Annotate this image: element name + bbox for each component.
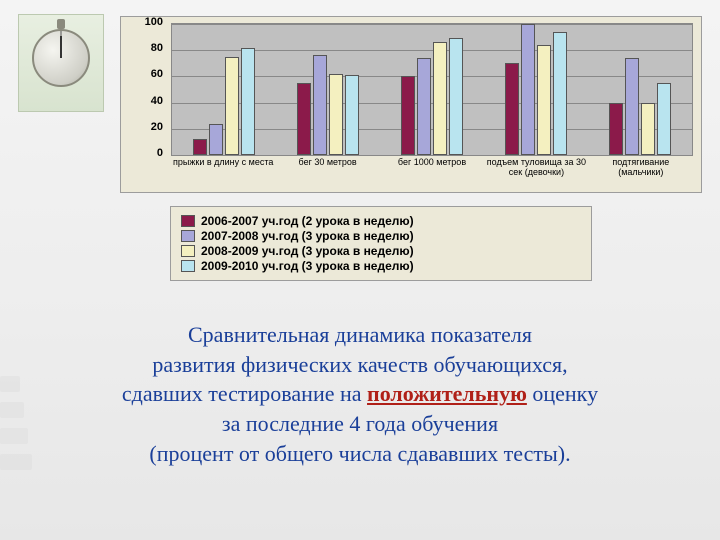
bar-chart: 0 20 40 60 80 100 прыжки в длину с местабег 3… [120,16,702,193]
caption-line: за последние 4 года обучения [0,409,720,439]
y-tick-label: 0 [127,147,163,159]
bar [345,75,359,155]
bar [521,24,535,155]
legend-label: 2008-2009 уч.год (3 урока в неделю) [201,244,414,258]
bar [225,57,239,155]
y-tick-label: 60 [127,68,163,80]
legend-label: 2007-2008 уч.год (3 урока в неделю) [201,229,414,243]
y-tick-label: 100 [127,16,163,28]
x-tick-label: прыжки в длину с места [171,158,275,190]
bar-group [172,24,276,155]
bar [657,83,671,155]
bar [609,103,623,155]
legend-swatch [181,215,195,227]
bar [417,58,431,155]
bar [401,76,415,155]
x-tick-label: подъем туловища за 30 сек (девочки) [484,158,588,190]
x-tick-label: бег 1000 метров [380,158,484,190]
caption-line: (процент от общего числа сдававших тесты… [0,439,720,469]
legend-swatch [181,245,195,257]
caption-highlight: положительную [367,381,527,406]
bar [193,139,207,155]
legend-swatch [181,230,195,242]
bar [297,83,311,155]
bar [433,42,447,155]
bar [313,55,327,155]
legend-item: 2006-2007 уч.год (2 урока в неделю) [181,214,581,228]
x-tick-label: бег 30 метров [275,158,379,190]
legend-item: 2007-2008 уч.год (3 урока в неделю) [181,229,581,243]
y-tick-label: 40 [127,95,163,107]
caption-line: Сравнительная динамика показателя [0,320,720,350]
y-tick-label: 80 [127,42,163,54]
bar-group [380,24,484,155]
bar-group [276,24,380,155]
caption-line: сдавших тестирование на положительную оц… [0,379,720,409]
bar [449,38,463,155]
legend-label: 2006-2007 уч.год (2 урока в неделю) [201,214,414,228]
bar-group [484,24,588,155]
y-tick-label: 20 [127,121,163,133]
bar [241,48,255,155]
chart-legend: 2006-2007 уч.год (2 урока в неделю)2007-… [170,206,592,281]
caption-line: развития физических качеств обучающихся, [0,350,720,380]
x-tick-label: подтягивание (мальчики) [589,158,693,190]
bar-group [588,24,692,155]
bar [625,58,639,155]
bar [505,63,519,155]
bar [641,103,655,155]
plot-area [171,23,693,156]
legend-item: 2008-2009 уч.год (3 урока в неделю) [181,244,581,258]
legend-item: 2009-2010 уч.год (3 урока в неделю) [181,259,581,273]
bar [537,45,551,155]
bar [209,124,223,155]
bar [329,74,343,155]
caption-text: Сравнительная динамика показателя развит… [0,320,720,468]
legend-label: 2009-2010 уч.год (3 урока в неделю) [201,259,414,273]
stopwatch-icon [18,14,104,112]
legend-swatch [181,260,195,272]
bar [553,32,567,155]
